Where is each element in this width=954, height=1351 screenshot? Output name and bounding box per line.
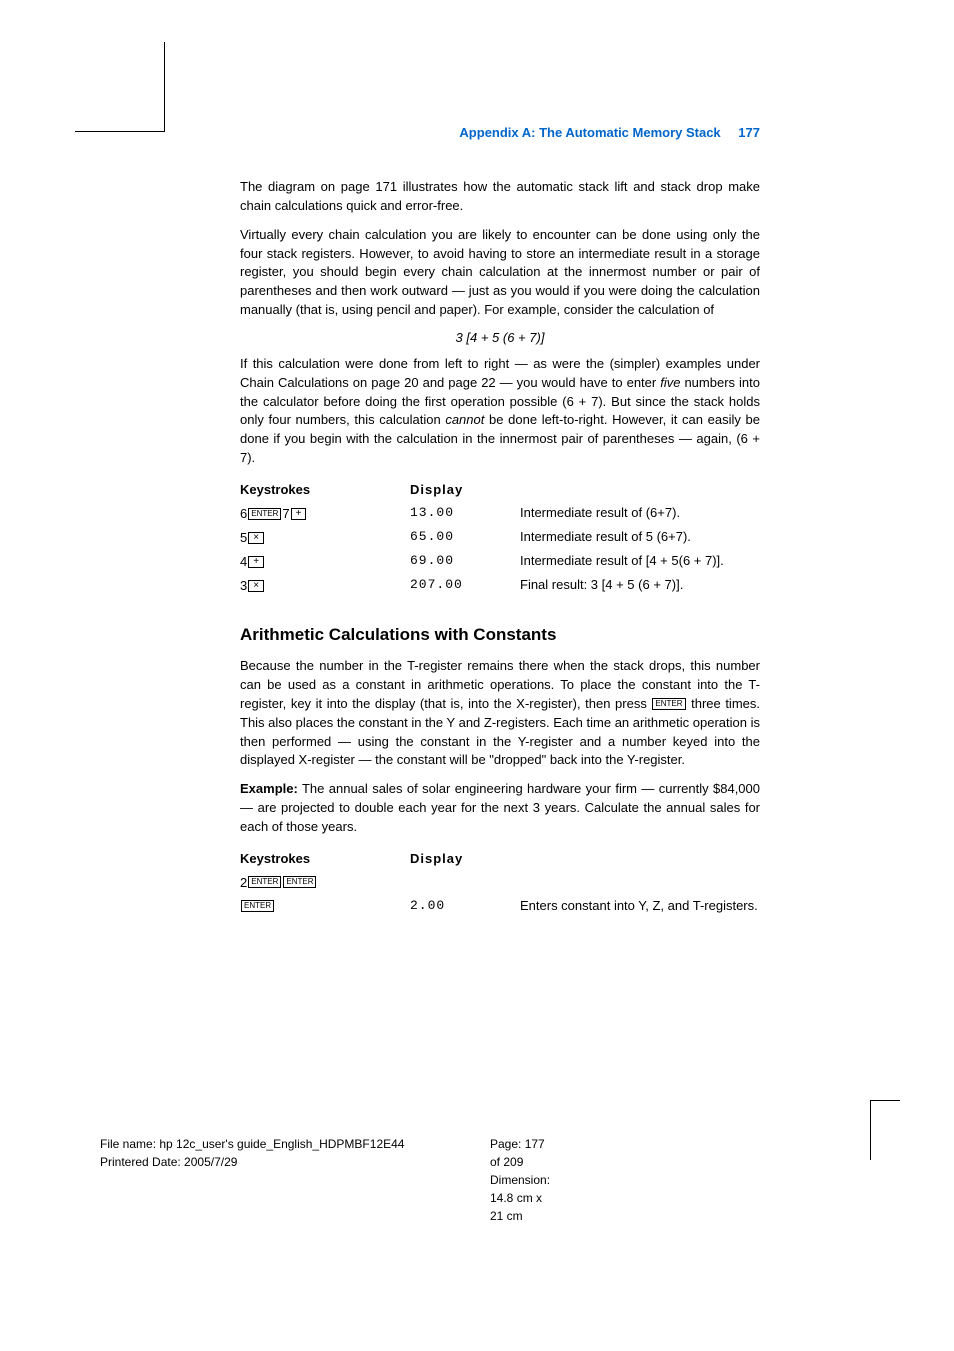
paragraph-3: If this calculation were done from left …	[240, 355, 760, 468]
table-row: 4+69.00Intermediate result of [4 + 5(6 +…	[240, 549, 760, 573]
table-row: 2ENTERENTER	[240, 870, 760, 894]
footer-filename-label: File name:	[100, 1137, 159, 1151]
enter-key-icon: ENTER	[652, 698, 685, 710]
page-footer: File name: hp 12c_user's guide_English_H…	[100, 1135, 404, 1171]
crop-mark-top-left	[75, 42, 165, 132]
footer-date: 2005/7/29	[184, 1155, 237, 1169]
footer-left: File name: hp 12c_user's guide_English_H…	[100, 1135, 404, 1171]
keystroke-cell: 3×	[240, 573, 410, 597]
para3-ital2: cannot	[445, 412, 484, 427]
keystroke-table-2: Keystrokes Display 2ENTERENTERENTER2.00E…	[240, 847, 760, 917]
t2-head-disp: Display	[410, 847, 520, 870]
paragraph-2: Virtually every chain calculation you ar…	[240, 226, 760, 320]
table-row: 5×65.00Intermediate result of 5 (6+7).	[240, 525, 760, 549]
display-cell	[410, 870, 520, 894]
t1-head-desc	[520, 478, 760, 501]
footer-date-label: Printered Date:	[100, 1155, 184, 1169]
description-cell	[520, 870, 760, 894]
section-heading: Arithmetic Calculations with Constants	[240, 625, 760, 645]
description-cell: Intermediate result of 5 (6+7).	[520, 525, 760, 549]
t2-head-desc	[520, 847, 760, 870]
page-content: Appendix A: The Automatic Memory Stack 1…	[240, 125, 760, 923]
footer-dim-label: Dimension:	[490, 1173, 550, 1187]
keystroke-cell: ENTER	[240, 894, 410, 917]
display-cell: 65.00	[410, 525, 520, 549]
example-paragraph: Example: The annual sales of solar engin…	[240, 780, 760, 837]
running-header: Appendix A: The Automatic Memory Stack 1…	[240, 125, 760, 140]
footer-filename: hp 12c_user's guide_English_HDPMBF12E44	[159, 1137, 404, 1151]
table-row: ENTER2.00Enters constant into Y, Z, and …	[240, 894, 760, 917]
para3-ital: five	[660, 375, 680, 390]
footer-dim: 14.8 cm x 21 cm	[490, 1191, 542, 1223]
crop-mark-bottom-right	[870, 1100, 900, 1160]
paragraph-4: Because the number in the T-register rem…	[240, 657, 760, 770]
description-cell: Enters constant into Y, Z, and T-registe…	[520, 894, 760, 917]
keystroke-cell: 2ENTERENTER	[240, 870, 410, 894]
display-cell: 207.00	[410, 573, 520, 597]
display-cell: 69.00	[410, 549, 520, 573]
keystroke-cell: 6ENTER7+	[240, 501, 410, 525]
footer-page-label: Page:	[490, 1137, 525, 1151]
footer-right: Page: 177 of 209 Dimension: 14.8 cm x 21…	[490, 1135, 550, 1225]
table-row: 6ENTER7+13.00Intermediate result of (6+7…	[240, 501, 760, 525]
example-label: Example:	[240, 781, 298, 796]
keystroke-cell: 4+	[240, 549, 410, 573]
table-row: 3×207.00Final result: 3 [4 + 5 (6 + 7)].	[240, 573, 760, 597]
header-page-num: 177	[738, 125, 760, 140]
formula-1: 3 [4 + 5 (6 + 7)]	[240, 330, 760, 345]
header-title: Appendix A: The Automatic Memory Stack	[459, 125, 720, 140]
display-cell: 13.00	[410, 501, 520, 525]
keystroke-table-1: Keystrokes Display 6ENTER7+13.00Intermed…	[240, 478, 760, 597]
description-cell: Intermediate result of [4 + 5(6 + 7)].	[520, 549, 760, 573]
description-cell: Final result: 3 [4 + 5 (6 + 7)].	[520, 573, 760, 597]
t2-head-keys: Keystrokes	[240, 847, 410, 870]
t1-head-keys: Keystrokes	[240, 478, 410, 501]
description-cell: Intermediate result of (6+7).	[520, 501, 760, 525]
t1-head-disp: Display	[410, 478, 520, 501]
example-text: The annual sales of solar engineering ha…	[240, 781, 760, 834]
display-cell: 2.00	[410, 894, 520, 917]
keystroke-cell: 5×	[240, 525, 410, 549]
paragraph-1: The diagram on page 171 illustrates how …	[240, 178, 760, 216]
